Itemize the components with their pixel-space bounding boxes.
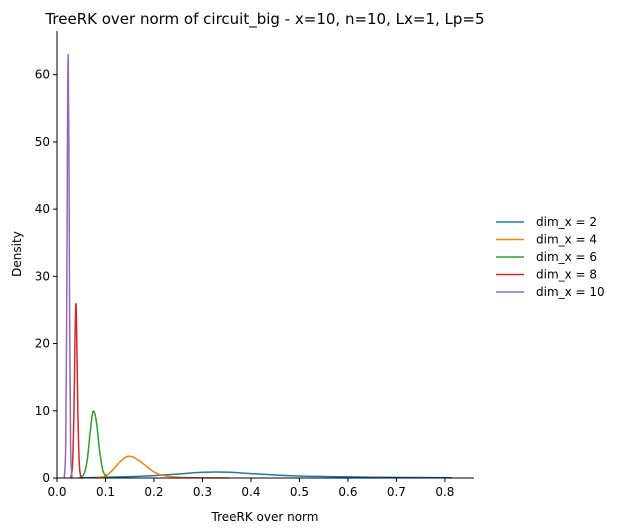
x-tick-label: 0.6	[338, 485, 357, 499]
y-tick-label: 60	[35, 68, 50, 82]
x-tick-label: 0.0	[47, 485, 66, 499]
y-tick-label: 30	[35, 269, 50, 283]
series-layer	[63, 53, 453, 479]
x-tick-label: 0.1	[96, 485, 115, 499]
legend: dim_x = 2 dim_x = 4 dim_x = 6 dim_x = 8 dim_…	[496, 215, 605, 299]
legend-label-5: dim_x = 10	[536, 285, 605, 299]
series-line-3	[78, 410, 109, 479]
y-tick-label: 10	[35, 404, 50, 418]
legend-label-3: dim_x = 6	[536, 250, 597, 264]
x-ticks: 0.0 0.1 0.2 0.3 0.4 0.5 0.6 0.7 0.8	[47, 478, 454, 499]
series-line-5	[63, 53, 73, 479]
series-line-2	[95, 455, 230, 479]
plot-area: 0.0 0.1 0.2 0.3 0.4 0.5 0.6 0.7 0.8 0 10 20 30 40 50 6…	[35, 31, 474, 499]
y-tick-label: 40	[35, 202, 50, 216]
y-ticks: 0 10 20 30 40 50 60	[35, 68, 57, 485]
y-tick-label: 0	[42, 471, 50, 485]
x-tick-label: 0.2	[144, 485, 163, 499]
x-tick-label: 0.5	[290, 485, 309, 499]
y-axis-label: Density	[10, 231, 24, 277]
x-axis-label: TreeRK over norm	[211, 510, 319, 524]
series-line-1	[81, 471, 453, 479]
legend-label-2: dim_x = 4	[536, 233, 597, 247]
x-tick-label: 0.3	[193, 485, 212, 499]
y-tick-label: 20	[35, 337, 50, 351]
x-tick-label: 0.7	[387, 485, 406, 499]
x-tick-label: 0.8	[435, 485, 454, 499]
series-line-4	[69, 302, 82, 479]
x-tick-label: 0.4	[241, 485, 260, 499]
legend-label-1: dim_x = 2	[536, 215, 597, 229]
y-tick-label: 50	[35, 135, 50, 149]
chart-title: TreeRK over norm of circuit_big - x=10, …	[44, 10, 484, 29]
legend-label-4: dim_x = 8	[536, 268, 597, 282]
